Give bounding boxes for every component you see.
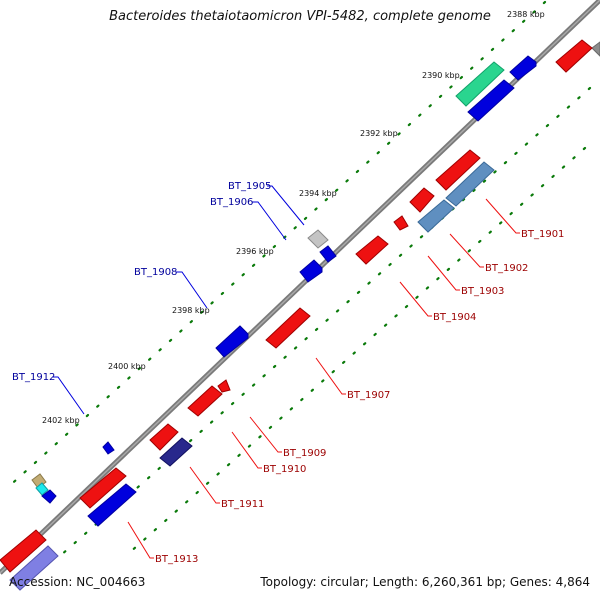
tick-label-2402: 2402 kbp [42, 416, 80, 425]
gene-label-bt-1911[interactable]: BT_1911 [221, 499, 264, 510]
gene-labels-upper: BT_1905 BT_1906 BT_1908 BT_1912 [12, 181, 271, 383]
accession-text: Accession: NC_004663 [9, 575, 146, 589]
leader-lines-upper [53, 185, 305, 415]
gene-features-lower [0, 39, 593, 591]
gene-block-forward[interactable] [102, 441, 115, 455]
gene-label-bt-1901[interactable]: BT_1901 [521, 229, 564, 240]
gene-label-bt-1909[interactable]: BT_1909 [283, 448, 326, 459]
gene-block-forward[interactable] [299, 259, 323, 283]
guide-line-outer-upper [3, 0, 547, 492]
gene-block-forward[interactable] [41, 489, 57, 504]
tick-label-2390: 2390 kbp [422, 71, 460, 80]
gene-block-forward[interactable] [319, 245, 337, 263]
gene-block-gray[interactable] [591, 41, 600, 57]
gene-label-bt-1912[interactable]: BT_1912 [12, 372, 55, 383]
gene-block-reverse[interactable] [555, 39, 593, 73]
tick-label-2388: 2388 kbp [507, 10, 545, 19]
gene-block-lavender[interactable] [9, 545, 59, 591]
tick-label-2394: 2394 kbp [299, 189, 337, 198]
tick-label-2396: 2396 kbp [236, 247, 274, 256]
gene-block-reverse[interactable] [435, 149, 481, 191]
gene-label-bt-1910[interactable]: BT_1910 [263, 464, 306, 475]
gene-label-bt-1908[interactable]: BT_1908 [134, 267, 177, 278]
leader-lines-lower [127, 198, 520, 559]
gene-block-reverse[interactable] [409, 187, 435, 213]
gene-label-bt-1903[interactable]: BT_1903 [461, 286, 504, 297]
guide-line-lower-b [126, 146, 587, 556]
gene-block-reverse[interactable] [265, 307, 311, 349]
map-title: Bacteroides thetaiotaomicron VPI-5482, c… [109, 9, 491, 24]
genome-summary-text: Topology: circular; Length: 6,260,361 bp… [260, 575, 590, 589]
gene-block-steel[interactable] [417, 199, 455, 233]
gene-label-bt-1904[interactable]: BT_1904 [433, 312, 476, 323]
gene-block-cyan[interactable] [35, 482, 49, 496]
gene-features-upper [31, 41, 600, 504]
gene-block-forward[interactable] [509, 55, 537, 81]
gene-block-navy[interactable] [159, 437, 193, 467]
gene-block-reverse[interactable] [217, 379, 231, 393]
gene-labels-lower: BT_1901 BT_1902 BT_1903 BT_1904 BT_1907 … [155, 229, 564, 565]
gene-block-forward[interactable] [87, 483, 137, 527]
gene-label-bt-1905[interactable]: BT_1905 [228, 181, 271, 192]
gene-label-bt-1902[interactable]: BT_1902 [485, 263, 528, 274]
gene-block-reverse[interactable] [79, 467, 127, 509]
gene-block-reverse[interactable] [393, 215, 409, 231]
gene-block-reverse[interactable] [355, 235, 389, 265]
gene-block-forward[interactable] [467, 79, 515, 122]
tick-label-2392: 2392 kbp [360, 129, 398, 138]
gene-block-gray[interactable] [307, 229, 329, 249]
tick-label-2400: 2400 kbp [108, 362, 146, 371]
gene-label-bt-1906[interactable]: BT_1906 [210, 197, 253, 208]
gene-block-reverse[interactable] [187, 385, 223, 417]
gene-label-bt-1907[interactable]: BT_1907 [347, 390, 390, 401]
gene-block-green[interactable] [455, 61, 505, 107]
tick-guide-lines [3, 0, 592, 558]
gene-block-reverse[interactable] [0, 529, 47, 573]
guide-line-lower-a [58, 86, 592, 558]
gene-block-reverse[interactable] [149, 423, 179, 451]
tick-label-2398: 2398 kbp [172, 306, 210, 315]
gene-label-bt-1913[interactable]: BT_1913 [155, 554, 198, 565]
gene-block-steel[interactable] [445, 161, 495, 207]
gene-block-forward[interactable] [215, 325, 249, 358]
